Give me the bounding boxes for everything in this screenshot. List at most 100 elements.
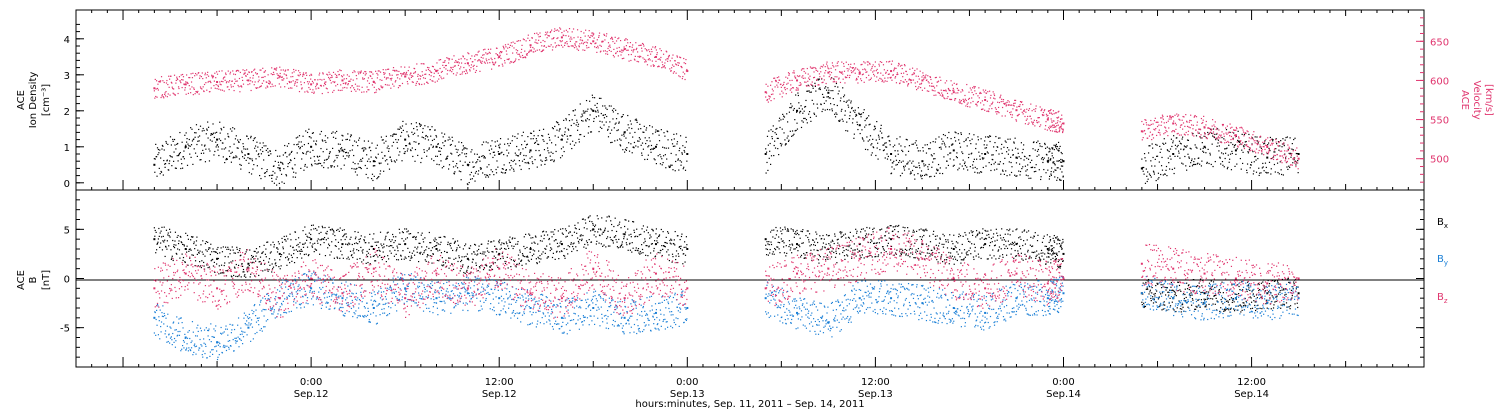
ion-density-sample xyxy=(809,91,811,93)
ion-density-sample xyxy=(605,107,607,109)
velocity-sample xyxy=(1051,113,1053,115)
velocity-sample xyxy=(937,91,939,94)
ion-density-sample xyxy=(842,96,845,98)
ion-density-sample xyxy=(513,159,516,161)
ion-density-sample xyxy=(813,113,816,116)
ion-density-sample xyxy=(441,167,443,169)
bx-sample xyxy=(324,254,327,257)
velocity-sample xyxy=(1275,138,1277,141)
ion-density-sample xyxy=(402,129,404,131)
velocity-sample xyxy=(1192,124,1194,126)
velocity-sample xyxy=(506,53,508,55)
ion-density-sample xyxy=(1171,145,1173,148)
velocity-sample xyxy=(273,73,275,76)
ion-density-sample xyxy=(409,149,412,151)
velocity-sample xyxy=(477,60,479,62)
velocity-sample xyxy=(881,79,884,81)
velocity-sample xyxy=(1219,137,1221,139)
velocity-sample xyxy=(233,82,236,85)
velocity-sample xyxy=(849,66,851,68)
ion-density-sample xyxy=(1214,160,1216,163)
ion-density-sample xyxy=(673,133,675,135)
ion-density-sample xyxy=(893,160,895,162)
ion-density-sample xyxy=(841,118,843,120)
ion-density-sample xyxy=(640,144,642,146)
velocity-sample xyxy=(678,75,680,77)
velocity-sample xyxy=(941,92,943,94)
velocity-sample xyxy=(346,87,348,89)
velocity-sample xyxy=(1170,117,1173,119)
velocity-sample xyxy=(1184,134,1186,136)
velocity-sample xyxy=(399,85,401,87)
velocity-sample xyxy=(657,58,659,60)
velocity-sample xyxy=(777,82,779,84)
velocity-sample xyxy=(1047,114,1049,117)
velocity-sample xyxy=(1011,114,1014,116)
ion-density-sample xyxy=(791,130,794,132)
top-panel-frame xyxy=(75,9,1425,191)
ion-density-sample xyxy=(603,124,605,126)
ion-density-sample xyxy=(819,88,821,91)
ion-density-sample xyxy=(160,170,162,173)
ion-density-sample xyxy=(1190,159,1193,162)
ion-density-sample xyxy=(549,155,551,157)
velocity-sample xyxy=(782,92,784,94)
velocity-sample xyxy=(380,85,382,87)
velocity-sample xyxy=(372,73,374,75)
velocity-sample xyxy=(862,73,864,75)
ion-density-sample xyxy=(972,161,975,163)
ion-density-sample xyxy=(1254,136,1256,138)
bx-sample xyxy=(199,250,201,252)
ion-density-sample xyxy=(827,96,829,98)
bx-sample xyxy=(206,264,208,266)
velocity-sample xyxy=(422,74,424,76)
velocity-sample xyxy=(1240,126,1242,128)
velocity-sample xyxy=(772,93,774,95)
ion-density-sample xyxy=(1021,167,1023,170)
ion-density-sample xyxy=(654,147,656,150)
ion-density-sample xyxy=(497,151,499,153)
ion-density-sample xyxy=(1260,147,1263,149)
velocity-sample xyxy=(1255,140,1257,142)
velocity-sample xyxy=(355,74,357,77)
ion-density-sample xyxy=(960,132,962,134)
ion-density-sample xyxy=(1055,146,1057,148)
ion-density-sample xyxy=(1027,158,1030,160)
ion-density-sample xyxy=(1031,159,1033,161)
velocity-sample xyxy=(484,62,486,64)
ion-density-sample xyxy=(564,131,566,133)
velocity-sample xyxy=(508,46,511,49)
ion-density-sample xyxy=(626,129,628,131)
bx-sample xyxy=(302,230,304,232)
velocity-sample xyxy=(492,62,494,64)
bx-sample xyxy=(278,243,280,245)
ion-density-sample xyxy=(423,151,426,153)
ion-density-sample xyxy=(224,138,226,140)
velocity-sample xyxy=(683,62,685,64)
velocity-sample xyxy=(1252,138,1254,140)
velocity-sample xyxy=(926,79,928,81)
velocity-sample xyxy=(1268,148,1271,151)
ion-density-sample xyxy=(949,152,951,154)
velocity-sample xyxy=(1160,121,1163,123)
ion-density-sample xyxy=(1207,131,1209,134)
ion-density-sample xyxy=(877,134,880,136)
velocity-point xyxy=(858,71,861,74)
ion-density-sample xyxy=(832,97,834,100)
velocity-sample xyxy=(904,79,907,81)
ion-density-sample xyxy=(1268,161,1271,163)
velocity-sample xyxy=(924,75,926,77)
velocity-sample xyxy=(1277,145,1280,147)
velocity-sample xyxy=(360,71,362,74)
velocity-sample xyxy=(642,57,644,59)
ion-density-sample xyxy=(297,146,300,148)
ion-density-sample xyxy=(915,144,918,146)
ion-density-sample xyxy=(574,109,576,111)
velocity-sample xyxy=(517,40,520,42)
velocity-sample xyxy=(911,67,914,69)
velocity-sample xyxy=(1055,131,1058,133)
bx-sample xyxy=(199,261,201,263)
ion-density-sample xyxy=(495,172,498,174)
velocity-sample xyxy=(598,36,600,38)
ion-density-sample xyxy=(905,154,907,156)
